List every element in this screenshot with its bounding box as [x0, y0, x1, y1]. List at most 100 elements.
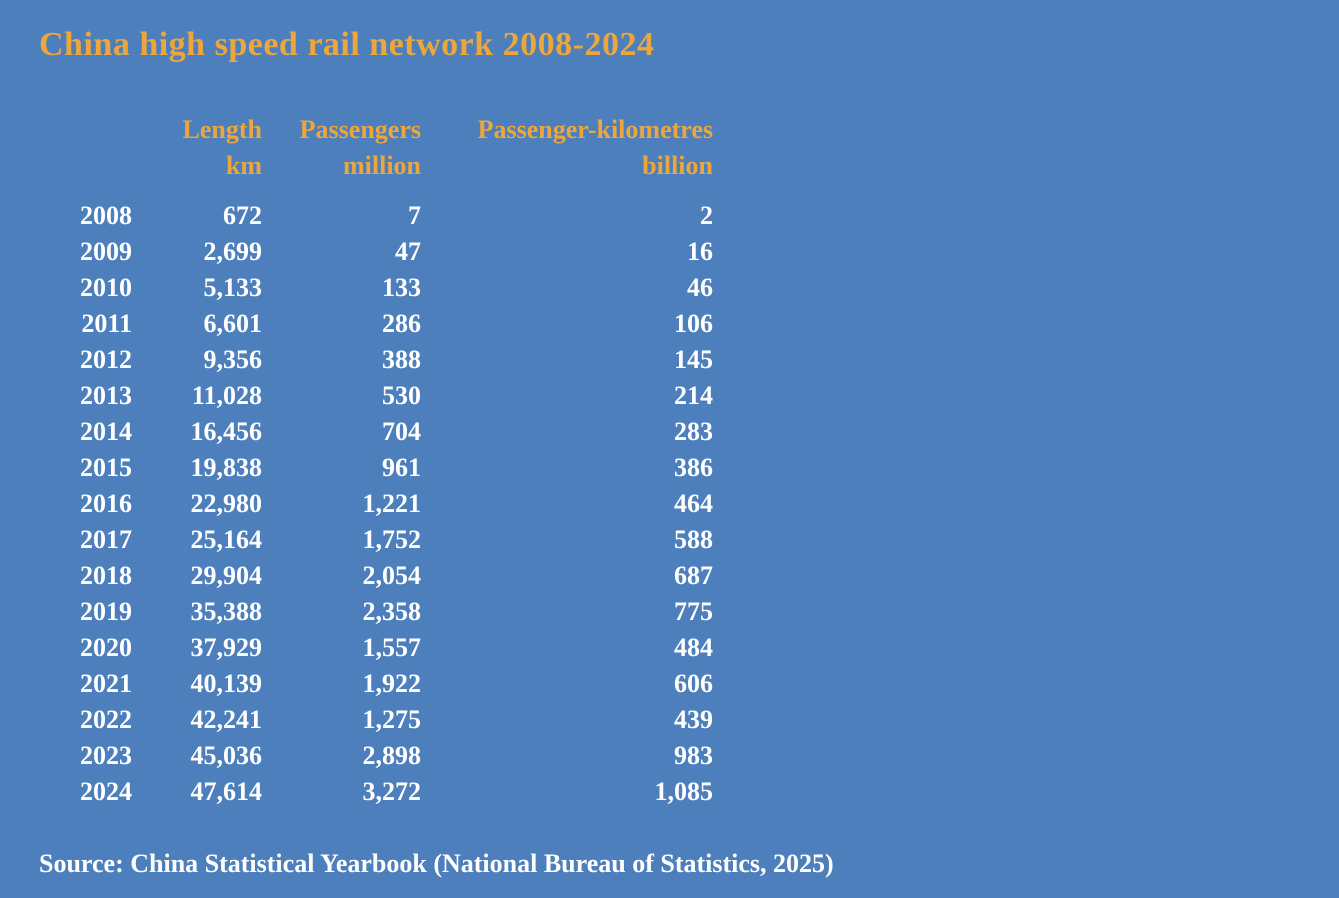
table-row: 2021 40,139 1,922 606: [39, 666, 713, 702]
pkm-cell: 145: [674, 345, 713, 374]
table-header: Length Passengers Passenger-kilometres k…: [39, 112, 713, 184]
pkm-cell: 46: [687, 273, 713, 302]
header-length-label: Length: [182, 115, 262, 144]
length-cell: 29,904: [190, 561, 263, 590]
pkm-cell: 2: [700, 201, 713, 230]
table-row: 2024 47,614 3,272 1,085: [39, 774, 713, 810]
header-pkm-unit: billion: [642, 151, 713, 180]
passengers-cell: 286: [382, 309, 421, 338]
passengers-cell: 2,898: [362, 741, 422, 770]
header-row-labels: Length Passengers Passenger-kilometres: [39, 112, 713, 148]
table-row: 2018 29,904 2,054 687: [39, 558, 713, 594]
pkm-cell: 464: [674, 489, 713, 518]
pkm-cell: 386: [674, 453, 713, 482]
passengers-cell: 1,752: [362, 525, 422, 554]
table-body: 2008 672 7 2 2009 2,699 47 16 2010 5,133…: [39, 184, 713, 810]
header-row-units: km million billion: [39, 148, 713, 184]
year-cell: 2022: [80, 705, 132, 734]
data-table: Length Passengers Passenger-kilometres k…: [39, 112, 713, 810]
length-cell: 5,133: [203, 273, 263, 302]
year-cell: 2012: [80, 345, 132, 374]
year-cell: 2015: [80, 453, 132, 482]
passengers-cell: 961: [382, 453, 421, 482]
passengers-cell: 47: [395, 237, 421, 266]
pkm-cell: 775: [674, 597, 713, 626]
year-cell: 2021: [80, 669, 132, 698]
length-cell: 40,139: [190, 669, 263, 698]
table-row: 2023 45,036 2,898 983: [39, 738, 713, 774]
table-row: 2012 9,356 388 145: [39, 342, 713, 378]
year-cell: 2009: [80, 237, 132, 266]
pkm-cell: 214: [674, 381, 713, 410]
passengers-cell: 3,272: [362, 777, 422, 806]
passengers-cell: 1,922: [362, 669, 422, 698]
length-cell: 22,980: [190, 489, 263, 518]
year-cell: 2010: [80, 273, 132, 302]
passengers-cell: 530: [382, 381, 421, 410]
length-cell: 47,614: [190, 777, 263, 806]
year-cell: 2011: [81, 309, 132, 338]
length-cell: 19,838: [190, 453, 263, 482]
header-passengers-label: Passengers: [299, 115, 421, 144]
length-cell: 9,356: [203, 345, 263, 374]
source-note: Source: China Statistical Yearbook (Nati…: [39, 849, 834, 878]
year-cell: 2018: [80, 561, 132, 590]
year-cell: 2019: [80, 597, 132, 626]
pkm-cell: 439: [674, 705, 713, 734]
passengers-cell: 1,557: [362, 633, 422, 662]
header-year-unit-spacer: [39, 148, 132, 184]
pkm-cell: 687: [674, 561, 713, 590]
table-row: 2009 2,699 47 16: [39, 234, 713, 270]
table-row: 2020 37,929 1,557 484: [39, 630, 713, 666]
passengers-cell: 388: [382, 345, 421, 374]
length-cell: 2,699: [203, 237, 263, 266]
passengers-cell: 2,358: [362, 597, 422, 626]
year-cell: 2023: [80, 741, 132, 770]
pkm-cell: 106: [674, 309, 713, 338]
header-year-spacer: [39, 112, 132, 148]
table-row: 2022 42,241 1,275 439: [39, 702, 713, 738]
year-cell: 2024: [80, 777, 132, 806]
table-row: 2014 16,456 704 283: [39, 414, 713, 450]
pkm-cell: 16: [687, 237, 713, 266]
length-cell: 6,601: [203, 309, 263, 338]
passengers-cell: 2,054: [362, 561, 422, 590]
length-cell: 45,036: [190, 741, 263, 770]
pkm-cell: 1,085: [654, 777, 714, 806]
table-row: 2015 19,838 961 386: [39, 450, 713, 486]
table-row: 2010 5,133 133 46: [39, 270, 713, 306]
year-cell: 2013: [80, 381, 132, 410]
table-row: 2008 672 7 2: [39, 184, 713, 234]
pkm-cell: 983: [674, 741, 713, 770]
pkm-cell: 283: [674, 417, 713, 446]
length-cell: 11,028: [191, 381, 262, 410]
page-title: China high speed rail network 2008-2024: [39, 26, 655, 63]
year-cell: 2014: [80, 417, 132, 446]
year-cell: 2008: [80, 201, 132, 230]
table-row: 2019 35,388 2,358 775: [39, 594, 713, 630]
pkm-cell: 606: [674, 669, 713, 698]
passengers-cell: 1,221: [362, 489, 422, 518]
year-cell: 2017: [80, 525, 132, 554]
length-cell: 35,388: [190, 597, 263, 626]
length-cell: 42,241: [190, 705, 263, 734]
passengers-cell: 133: [382, 273, 421, 302]
passengers-cell: 1,275: [362, 705, 422, 734]
passengers-cell: 704: [382, 417, 421, 446]
table-row: 2011 6,601 286 106: [39, 306, 713, 342]
length-cell: 672: [223, 201, 262, 230]
year-cell: 2016: [80, 489, 132, 518]
table-row: 2013 11,028 530 214: [39, 378, 713, 414]
length-cell: 16,456: [190, 417, 263, 446]
header-length-unit: km: [225, 151, 262, 180]
table-row: 2016 22,980 1,221 464: [39, 486, 713, 522]
header-pkm-label: Passenger-kilometres: [477, 115, 713, 144]
header-passengers-unit: million: [342, 151, 421, 180]
table-row: 2017 25,164 1,752 588: [39, 522, 713, 558]
length-cell: 25,164: [190, 525, 263, 554]
pkm-cell: 484: [674, 633, 713, 662]
pkm-cell: 588: [674, 525, 713, 554]
length-cell: 37,929: [190, 633, 263, 662]
passengers-cell: 7: [408, 201, 421, 230]
